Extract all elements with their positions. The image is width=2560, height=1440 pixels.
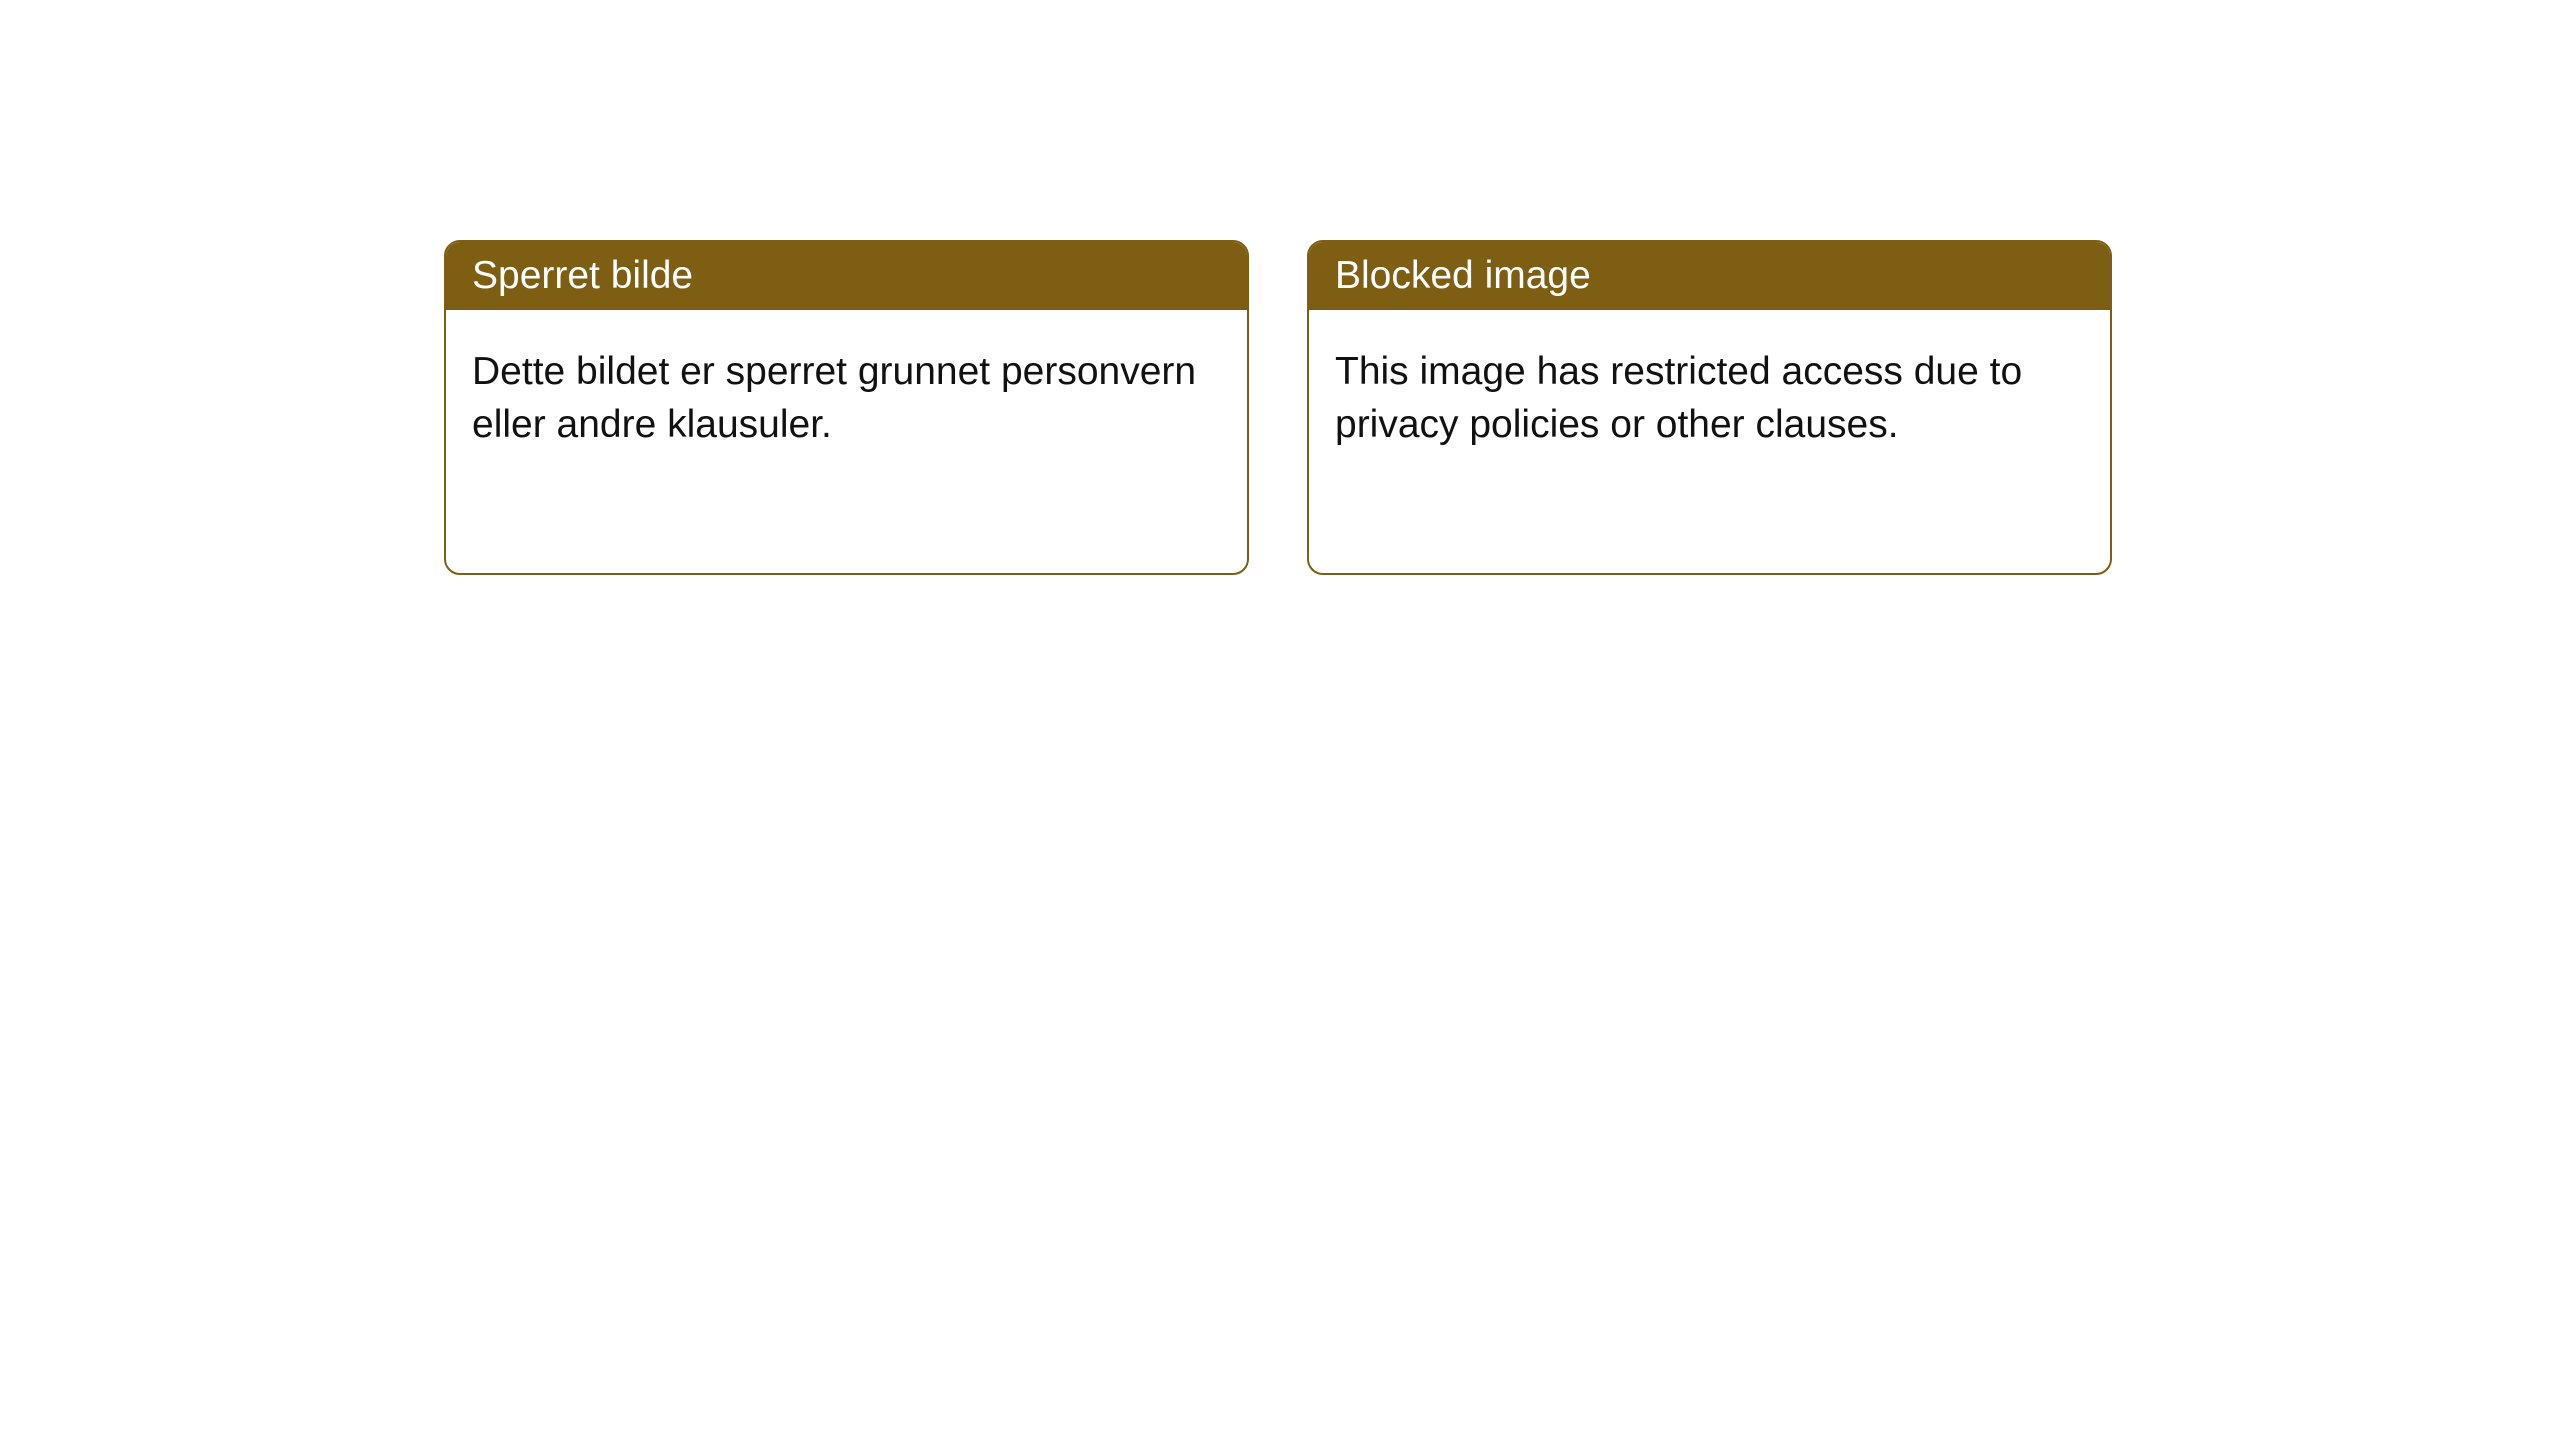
notice-card-norwegian: Sperret bilde Dette bildet er sperret gr…	[444, 240, 1249, 575]
card-header: Sperret bilde	[446, 242, 1247, 310]
card-body: This image has restricted access due to …	[1309, 310, 2110, 487]
notice-container: Sperret bilde Dette bildet er sperret gr…	[444, 240, 2112, 575]
notice-card-english: Blocked image This image has restricted …	[1307, 240, 2112, 575]
card-header: Blocked image	[1309, 242, 2110, 310]
card-body: Dette bildet er sperret grunnet personve…	[446, 310, 1247, 487]
